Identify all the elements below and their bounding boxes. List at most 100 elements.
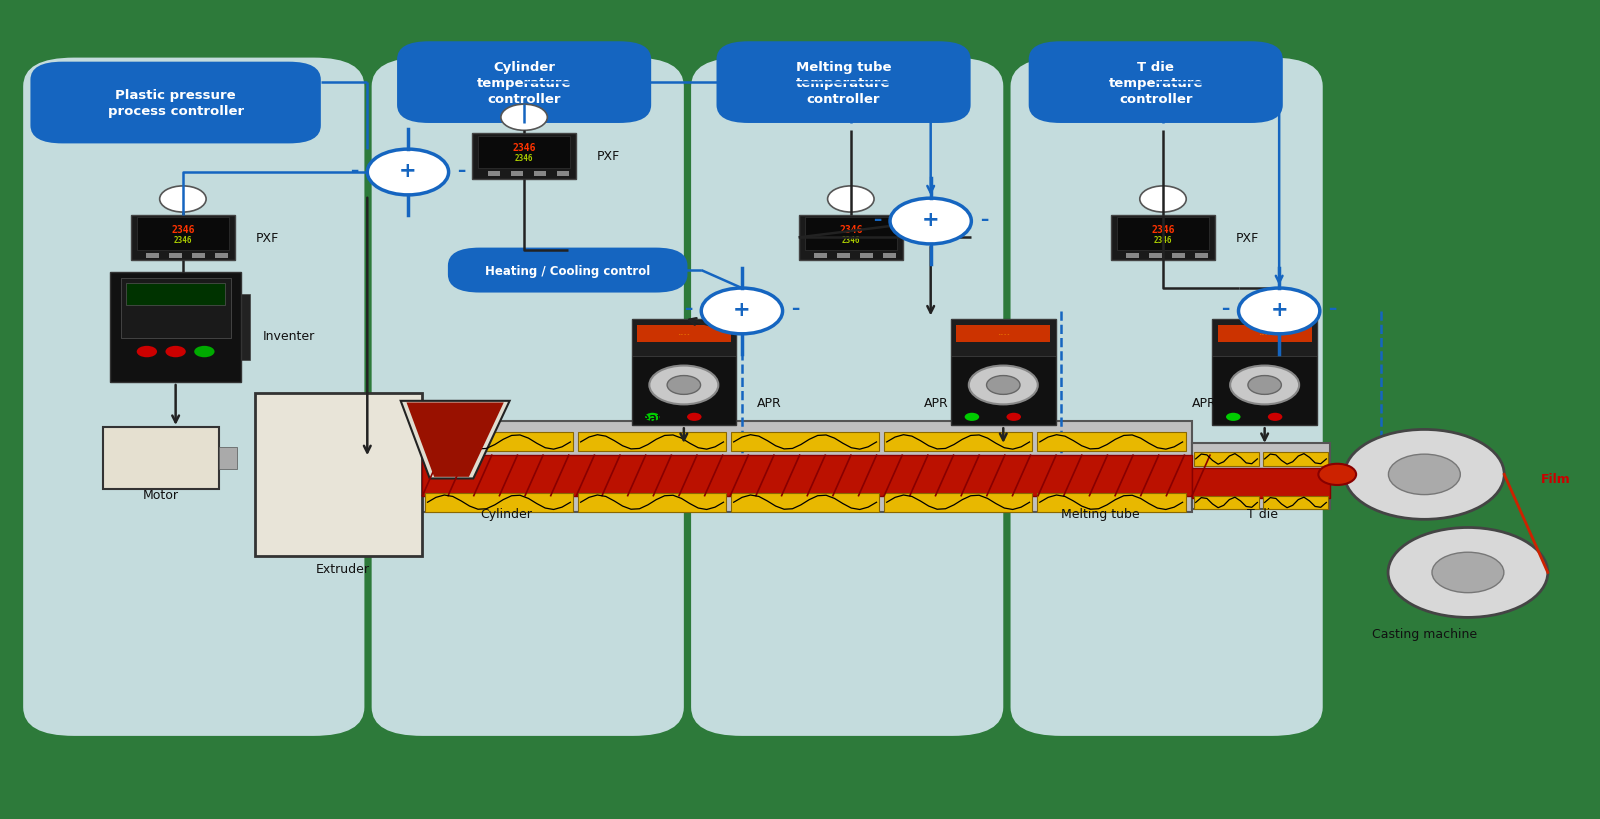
Text: PXF: PXF <box>597 150 619 163</box>
Bar <box>102 428 219 489</box>
Bar <box>1194 496 1259 509</box>
FancyBboxPatch shape <box>1029 43 1283 124</box>
Bar <box>533 172 546 177</box>
Bar <box>731 493 880 512</box>
Bar <box>1195 254 1208 258</box>
Text: 2346: 2346 <box>1154 236 1173 245</box>
Circle shape <box>645 414 659 422</box>
Bar <box>578 493 726 512</box>
Bar <box>1192 444 1330 509</box>
Circle shape <box>368 150 448 196</box>
Text: –: – <box>792 300 800 318</box>
Circle shape <box>136 346 157 358</box>
Bar <box>219 447 237 469</box>
Circle shape <box>686 414 701 422</box>
Bar <box>488 172 501 177</box>
Bar <box>424 433 573 452</box>
FancyBboxPatch shape <box>717 43 971 124</box>
Bar <box>192 254 205 258</box>
Circle shape <box>968 366 1038 405</box>
Bar <box>731 433 880 452</box>
Text: –: – <box>874 210 882 229</box>
Circle shape <box>1318 464 1357 486</box>
Text: 2346: 2346 <box>838 225 862 235</box>
Bar <box>883 254 896 258</box>
FancyBboxPatch shape <box>30 62 322 144</box>
Text: +: + <box>733 300 750 320</box>
Circle shape <box>1267 414 1282 422</box>
Bar <box>131 215 235 261</box>
Bar <box>883 433 1032 452</box>
Circle shape <box>890 199 971 245</box>
Text: Heater: Heater <box>634 411 675 424</box>
Bar <box>861 254 872 258</box>
Circle shape <box>1226 414 1240 422</box>
Text: 2346: 2346 <box>1152 225 1174 235</box>
Circle shape <box>701 289 782 334</box>
Circle shape <box>194 346 214 358</box>
Text: Extruder: Extruder <box>315 562 370 575</box>
Bar <box>1110 215 1216 261</box>
Circle shape <box>1248 376 1282 395</box>
Text: PXF: PXF <box>256 232 278 245</box>
Circle shape <box>501 105 547 131</box>
Text: ----: ---- <box>677 332 690 337</box>
Bar <box>950 319 1056 426</box>
Text: ----: ---- <box>1258 332 1270 337</box>
Polygon shape <box>406 403 504 477</box>
Bar <box>120 278 230 339</box>
Text: Cylinder: Cylinder <box>480 508 533 520</box>
Bar <box>146 254 158 258</box>
Circle shape <box>827 187 874 213</box>
Bar <box>805 218 898 251</box>
Bar <box>138 218 229 251</box>
Circle shape <box>165 346 186 358</box>
Bar <box>557 172 570 177</box>
Text: 2346: 2346 <box>515 154 533 163</box>
FancyBboxPatch shape <box>691 58 1003 736</box>
Bar <box>126 284 226 305</box>
Circle shape <box>1139 187 1186 213</box>
Text: ----: ---- <box>997 332 1010 337</box>
Circle shape <box>1238 289 1320 334</box>
Bar <box>798 215 902 261</box>
Text: Melting tube
temperature
controller: Melting tube temperature controller <box>795 61 891 106</box>
Bar <box>1262 452 1328 466</box>
Text: Heating / Cooling control: Heating / Cooling control <box>485 265 650 278</box>
Circle shape <box>987 376 1021 395</box>
Bar <box>1149 254 1162 258</box>
Bar <box>510 172 523 177</box>
Text: 2346: 2346 <box>171 225 195 235</box>
FancyBboxPatch shape <box>397 43 651 124</box>
Text: –: – <box>350 161 358 179</box>
Bar <box>256 393 422 556</box>
Bar <box>1037 433 1186 452</box>
Bar <box>422 421 1192 512</box>
Text: –: – <box>1221 300 1230 318</box>
Text: Inventer: Inventer <box>262 329 315 342</box>
Bar <box>472 133 576 179</box>
Text: –: – <box>981 210 989 229</box>
Text: –: – <box>685 300 693 318</box>
Bar <box>632 319 736 426</box>
Text: 2346: 2346 <box>512 143 536 153</box>
Text: Motor: Motor <box>142 489 179 502</box>
Text: –: – <box>458 161 466 179</box>
Text: Heater: Heater <box>634 411 675 424</box>
Text: PXF: PXF <box>923 232 947 245</box>
Bar <box>1126 254 1139 258</box>
Circle shape <box>1344 430 1504 520</box>
Bar <box>883 493 1032 512</box>
Bar <box>637 326 731 343</box>
Bar <box>478 136 570 170</box>
Bar <box>1117 218 1210 251</box>
Text: APR: APR <box>1192 396 1216 410</box>
Bar <box>1213 319 1317 357</box>
Circle shape <box>650 366 718 405</box>
Circle shape <box>1432 553 1504 593</box>
FancyBboxPatch shape <box>371 58 683 736</box>
Text: +: + <box>398 161 416 181</box>
Bar <box>1173 254 1186 258</box>
Bar <box>230 295 250 361</box>
FancyBboxPatch shape <box>22 58 365 736</box>
